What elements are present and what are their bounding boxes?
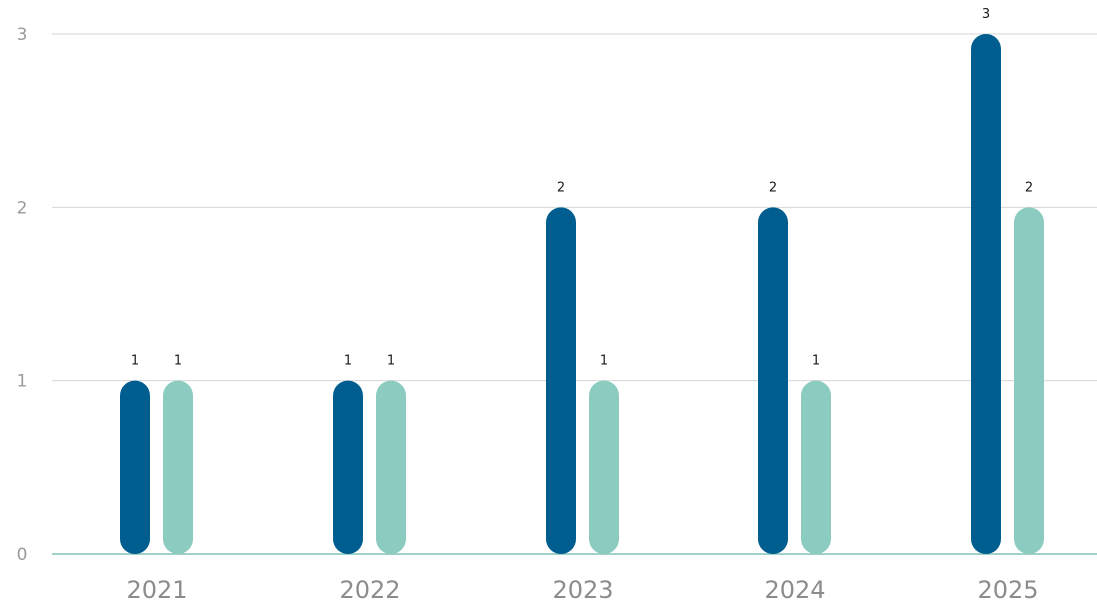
data-label: 1 [812,354,820,369]
bar-series-2-2021 [163,380,193,554]
x-axis-ticks: 2021 2022 2023 2024 2025 [126,576,1038,603]
y-axis-ticks: 0 1 2 3 [17,25,28,565]
x-tick-label: 2023 [552,576,613,603]
data-label: 1 [131,354,139,369]
bar-series-1-2023 [546,207,576,555]
data-label: 2 [557,180,565,195]
data-label: 1 [174,354,182,369]
bar-series-1-2022 [333,380,363,554]
gridlines [52,33,1097,555]
data-label: 2 [1025,180,1033,195]
y-tick-label: 1 [17,372,28,392]
x-tick-label: 2024 [764,576,825,603]
x-tick-label: 2025 [977,576,1038,603]
bar-series-2-2025 [1014,207,1044,555]
data-label: 1 [344,354,352,369]
bars [120,34,1044,555]
bar-series-2-2022 [376,380,406,554]
y-tick-label: 2 [17,198,28,218]
data-label: 3 [982,7,990,22]
bar-series-2-2023 [589,380,619,554]
data-label: 1 [600,354,608,369]
bar-series-1-2024 [758,207,788,555]
y-tick-label: 3 [17,25,28,45]
x-tick-label: 2021 [126,576,187,603]
bar-series-2-2024 [801,380,831,554]
y-tick-label: 0 [17,545,28,565]
data-label: 1 [387,354,395,369]
bar-series-1-2025 [971,34,1001,554]
bar-series-1-2021 [120,380,150,554]
data-labels: 1 1 2 2 3 1 1 1 1 2 [131,7,1033,369]
data-label: 2 [769,180,777,195]
x-tick-label: 2022 [339,576,400,603]
